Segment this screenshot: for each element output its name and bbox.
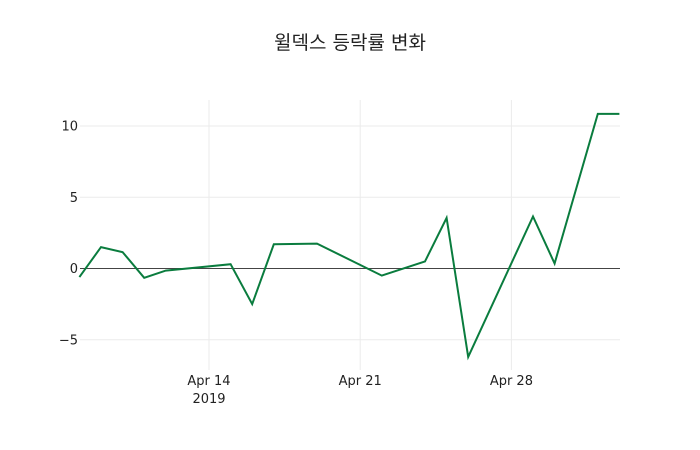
y-tick-label: 10	[61, 120, 78, 135]
x-tick-label: Apr 21	[339, 374, 382, 389]
chart-title: 윌덱스 등락률 변화	[274, 32, 426, 54]
y-tick-label: −5	[59, 333, 78, 348]
x-tick-label: Apr 14	[187, 374, 230, 389]
x-tick-label: Apr 28	[490, 374, 533, 389]
series-line	[78, 112, 620, 361]
y-tick-label: 5	[70, 191, 78, 206]
x-tick-year-label: 2019	[192, 392, 225, 407]
y-tick-label: 0	[70, 262, 78, 277]
